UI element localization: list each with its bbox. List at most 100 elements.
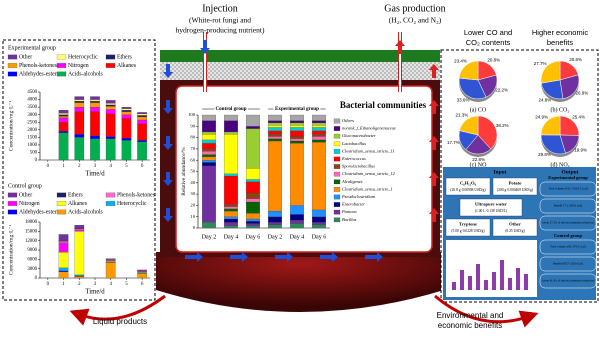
x-tick-label: Day 4	[224, 234, 239, 240]
cost-name: Other	[509, 222, 521, 227]
bar-segment	[224, 218, 238, 223]
bar-segment	[224, 131, 238, 135]
legend-swatch	[333, 179, 341, 185]
bar-segment	[290, 143, 304, 206]
bar-segment	[224, 216, 238, 220]
pie-value-label: 22.2%	[495, 88, 508, 93]
pie-label: (c) NO	[470, 161, 487, 168]
legend-label: Pseudoclostridium	[341, 194, 375, 199]
bar-segment	[90, 107, 100, 112]
y-tick-label: 3500	[27, 105, 37, 110]
x-tick-label: 0	[47, 164, 50, 169]
x-axis-label: Time/d	[85, 171, 105, 178]
bar-segment	[290, 114, 304, 121]
y-tick-label: 60	[190, 157, 195, 162]
pie-value-label: 19.9%	[574, 147, 587, 152]
x-tick-label: 4	[110, 164, 113, 169]
cost-detail: (5.00 g·0.0228 USD/g)	[451, 229, 485, 233]
mini-chart-bar	[500, 260, 504, 290]
legend-swatch	[333, 194, 341, 200]
benefit-line: Higher economic	[532, 28, 589, 37]
bar-segment	[246, 223, 260, 226]
bar-segment	[290, 120, 304, 124]
outcome-text: Total volume of H₂ 876 L (cal)	[550, 245, 586, 249]
x-tick-label: 1	[62, 164, 65, 169]
bar-segment	[58, 132, 69, 161]
pie-value-label: 21.3%	[455, 113, 468, 118]
pie-slice	[540, 79, 564, 100]
y-tick-label: 2500	[27, 120, 37, 125]
bar-segment	[74, 274, 85, 276]
legend-swatch	[7, 71, 18, 77]
x-tick-label: Day 4	[290, 234, 305, 240]
y-tick-label: 40	[190, 180, 195, 185]
bar-segment	[105, 103, 116, 105]
bar-segment	[268, 134, 282, 137]
legend-label: Others	[342, 118, 354, 123]
bar-segment	[58, 113, 69, 115]
bar-segment	[246, 128, 260, 169]
bar-segment	[246, 201, 260, 214]
bar-segment	[312, 136, 326, 140]
legend-swatch	[7, 192, 18, 198]
legend-swatch	[333, 141, 341, 147]
legend-label: Phenols-ketones	[19, 63, 58, 69]
legend-swatch	[7, 201, 18, 206]
legend-label: Heterocyclic	[117, 201, 147, 207]
pie-value-label: 24.8%	[538, 98, 551, 103]
legend-swatch	[333, 187, 341, 192]
outcome-box	[539, 181, 597, 197]
bar-segment	[246, 213, 260, 220]
pie-slice	[459, 115, 479, 136]
outcome-text: Benefit 8.857 USD/t (cal)	[553, 262, 583, 266]
bar-segment	[105, 262, 116, 279]
bar-segment	[90, 96, 100, 100]
bar-segment	[74, 102, 85, 108]
bar-segment	[74, 229, 85, 232]
bar-segment	[74, 276, 85, 279]
legend-label: Alcaligenes	[341, 179, 363, 184]
legend-label: Alkanes	[68, 201, 88, 207]
x-tick-label: 5	[125, 164, 128, 169]
bar-segment	[202, 151, 216, 155]
bar-segment	[121, 140, 132, 161]
legend-label: Pantoea	[341, 209, 357, 214]
legend-swatch	[333, 133, 341, 139]
bar-segment	[290, 219, 304, 224]
injection-line: hydrogen-producing nutrient)	[176, 26, 265, 35]
bar-segment	[202, 139, 216, 144]
y-axis-label: Concentration/mg·L⁻¹	[8, 225, 14, 276]
gas-title: Gas production	[384, 3, 445, 14]
x-tick-label: 2	[78, 164, 81, 169]
bar-segment	[290, 122, 304, 126]
gravel-layer	[160, 62, 440, 80]
x-tick-label: 4	[110, 282, 113, 287]
legend-swatch	[56, 54, 67, 60]
bar-segment	[268, 138, 282, 142]
mini-chart-bar	[524, 274, 528, 290]
cost-box	[445, 177, 491, 196]
bar-segment	[268, 125, 282, 128]
bar-segment	[58, 131, 69, 133]
bar-segment	[312, 130, 326, 135]
bar-segment	[246, 114, 260, 127]
bar-segment	[58, 114, 69, 117]
legend-label: Clostridium_sensu_stricto_12	[342, 171, 396, 176]
bar-segment	[137, 116, 147, 121]
legend-swatch	[105, 63, 116, 68]
outcome-text: Benefit 17.2 USD/t (cal)	[554, 204, 582, 208]
pie-value-label: 38.2%	[496, 123, 509, 128]
outcome-text: About 41.8% of the total emission reduct…	[542, 279, 595, 283]
legend-swatch	[56, 192, 67, 198]
panel-header: Output	[561, 169, 578, 175]
legend-label: Other	[19, 54, 32, 60]
bar-segment	[90, 102, 100, 108]
outcome-box	[539, 198, 597, 214]
y-axis-label: Relative abundance/%	[181, 147, 187, 196]
bar-segment	[74, 99, 85, 102]
group-label: Control group	[215, 106, 246, 112]
x-tick-label: 6	[141, 282, 144, 287]
bar-segment	[268, 114, 282, 121]
bar-segment	[105, 136, 116, 139]
bar-segment	[312, 139, 326, 143]
